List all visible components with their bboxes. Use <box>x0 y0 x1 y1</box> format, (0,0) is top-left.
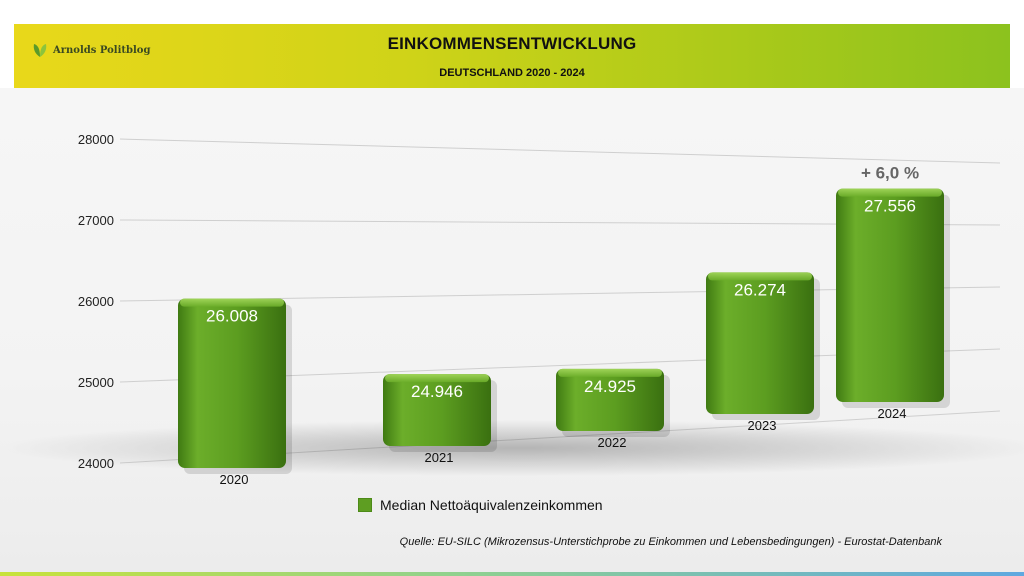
y-tick-label: 24000 <box>78 456 114 471</box>
change-annotation: + 6,0 % <box>861 164 919 183</box>
bar-cap <box>708 272 812 281</box>
bar-value-label: 24.925 <box>584 377 636 396</box>
bar-cap <box>385 374 489 383</box>
leaf-icon <box>33 44 47 57</box>
bar-2022 <box>556 368 670 437</box>
bar-cap <box>838 188 942 197</box>
logo-text: Arnolds Politblog <box>53 44 151 56</box>
bar <box>836 188 944 402</box>
bar-value-label: 27.556 <box>864 197 916 216</box>
bar-value-label: 24.946 <box>411 382 463 401</box>
y-tick-label: 27000 <box>78 213 114 228</box>
page-title: EINKOMMENSENTWICKLUNG <box>387 34 637 53</box>
bar-2023 <box>706 272 820 420</box>
floor-shadow <box>0 420 1024 476</box>
legend-swatch <box>358 498 372 512</box>
gridline <box>119 138 1001 164</box>
bar-2020 <box>178 298 292 474</box>
header-banner: Arnolds Politblog EINKOMMENSENTWICKLUNG … <box>14 24 1010 88</box>
bar <box>706 272 814 414</box>
legend-label: Median Nettoäquivalenzeinkommen <box>380 497 603 513</box>
page-subtitle: DEUTSCHLAND 2020 - 2024 <box>439 67 585 79</box>
bar-cap <box>558 368 662 377</box>
x-tick-label: 2020 <box>220 472 249 487</box>
x-tick-label: 2021 <box>425 450 454 465</box>
bottom-strip <box>0 572 1024 576</box>
legend: Median Nettoäquivalenzeinkommen <box>358 497 603 513</box>
bar-value-label: 26.008 <box>206 307 258 326</box>
bar <box>178 298 286 468</box>
bar-2024 <box>836 188 950 408</box>
bar <box>556 368 664 431</box>
y-tick-label: 26000 <box>78 294 114 309</box>
x-tick-label: 2022 <box>598 435 627 450</box>
bar-value-label: 26.274 <box>734 280 786 299</box>
y-tick-label: 28000 <box>78 132 114 147</box>
y-tick-label: 25000 <box>78 375 114 390</box>
source-note: Quelle: EU-SILC (Mikrozensus-Unterstichp… <box>399 536 942 548</box>
bar-2021 <box>383 374 497 452</box>
x-tick-label: 2024 <box>878 406 907 421</box>
bar-cap <box>180 298 284 307</box>
logo: Arnolds Politblog <box>32 42 150 58</box>
x-tick-label: 2023 <box>748 418 777 433</box>
bar <box>383 374 491 446</box>
